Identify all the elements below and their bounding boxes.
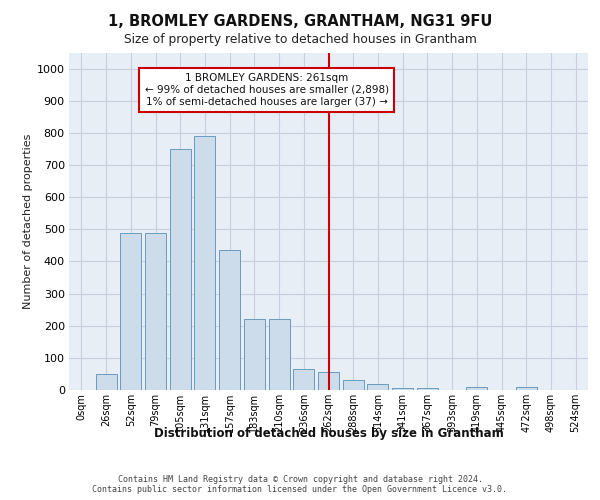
Bar [367, 384, 388, 390]
Text: 1, BROMLEY GARDENS, GRANTHAM, NG31 9FU: 1, BROMLEY GARDENS, GRANTHAM, NG31 9FU [108, 14, 492, 29]
Bar [145, 232, 166, 390]
Text: Distribution of detached houses by size in Grantham: Distribution of detached houses by size … [154, 428, 503, 440]
Bar [516, 387, 537, 390]
Text: Size of property relative to detached houses in Grantham: Size of property relative to detached ho… [124, 32, 476, 46]
Bar [244, 320, 265, 390]
Bar [120, 232, 141, 390]
Bar [194, 136, 215, 390]
Text: 1 BROMLEY GARDENS: 261sqm
← 99% of detached houses are smaller (2,898)
1% of sem: 1 BROMLEY GARDENS: 261sqm ← 99% of detac… [145, 74, 389, 106]
Bar [170, 149, 191, 390]
Bar [219, 250, 240, 390]
Bar [343, 380, 364, 390]
Bar [417, 388, 438, 390]
Bar [392, 388, 413, 390]
Text: Contains HM Land Registry data © Crown copyright and database right 2024.
Contai: Contains HM Land Registry data © Crown c… [92, 474, 508, 494]
Bar [466, 387, 487, 390]
Bar [293, 369, 314, 390]
Bar [269, 320, 290, 390]
Y-axis label: Number of detached properties: Number of detached properties [23, 134, 32, 309]
Bar [318, 372, 339, 390]
Bar [95, 374, 116, 390]
